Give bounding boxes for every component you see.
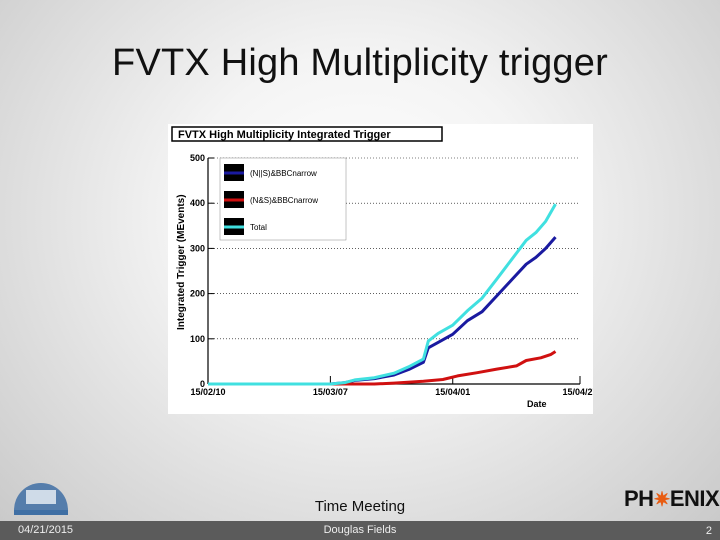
chart-title-box: FVTX High Multiplicity Integrated Trigge… <box>171 126 443 142</box>
legend: (N||S)&BBCnarrow (N&S)&BBCnarrow Total <box>219 157 347 241</box>
footer-bar: 04/21/2015 Douglas Fields 2 <box>0 521 720 540</box>
phoenix-star-icon: ✷ <box>653 489 671 511</box>
x-tick-label: 15/03/07 <box>313 387 348 397</box>
university-seal-icon <box>6 470 76 520</box>
legend-label: Total <box>250 223 267 232</box>
y-tick-label: 400 <box>190 198 205 208</box>
series-lines <box>208 203 557 386</box>
tick-labels: 0 100 200 300 400 500 15/02/10 15/03/07 15/04/01… <box>190 153 593 397</box>
y-tick-label: 300 <box>190 243 205 253</box>
chart: 0 100 200 300 400 500 15/02/10 15/03/07 15/04/01… <box>168 124 593 414</box>
slide-title: FVTX High Multiplicity trigger <box>112 42 608 84</box>
series-line <box>208 203 557 386</box>
slide-number: 2 <box>705 525 712 537</box>
y-tick-label: 200 <box>190 289 205 299</box>
chart-svg: 0 100 200 300 400 500 15/02/10 15/03/07 15/04/01… <box>171 126 593 409</box>
footer-author: Douglas Fields <box>323 524 397 536</box>
phenix-logo-left: PH <box>624 486 654 511</box>
y-tick-label: 100 <box>190 334 205 344</box>
phenix-logo-right: ENIX <box>669 486 720 511</box>
footer-meeting: Time Meeting <box>314 498 406 515</box>
phenix-logo: PH✷ENIX <box>624 486 720 512</box>
x-axis-label: Date <box>527 399 547 409</box>
x-tick-label: 15/04/27 <box>562 387 593 397</box>
y-tick-label: 0 <box>200 379 205 389</box>
x-tick-label: 15/02/10 <box>190 387 225 397</box>
grid-lines <box>208 157 580 340</box>
chart-title: FVTX High Multiplicity Integrated Trigge… <box>178 129 391 141</box>
footer-date: 04/21/2015 <box>18 524 74 536</box>
x-tick-label: 15/04/01 <box>435 387 470 397</box>
legend-label: (N&S)&BBCnarrow <box>250 196 318 205</box>
y-tick-label: 500 <box>190 153 205 163</box>
legend-label: (N||S)&BBCnarrow <box>250 169 317 178</box>
series-line <box>208 236 557 386</box>
series-line <box>208 350 557 386</box>
y-axis-label: Integrated Trigger (MEvents) <box>176 194 187 330</box>
